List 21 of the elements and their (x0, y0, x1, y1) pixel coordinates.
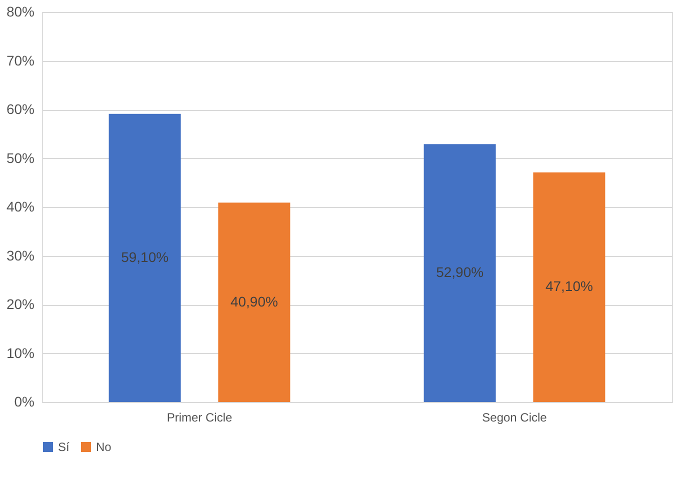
y-tick-label: 10% (6, 344, 34, 361)
data-label: 47,10% (545, 278, 593, 294)
y-tick-label: 30% (6, 247, 34, 264)
y-tick-label: 80% (6, 4, 34, 20)
data-label: 52,90% (436, 264, 484, 280)
y-tick-label: 40% (6, 198, 34, 214)
data-label: 59,10% (121, 248, 169, 265)
bar (218, 202, 290, 402)
bar (108, 114, 181, 402)
y-tick-label: 50% (6, 150, 34, 166)
y-tick-label: 20% (6, 296, 34, 312)
data-label: 40,90% (230, 293, 278, 310)
legend-label: Sí (58, 440, 70, 454)
legend-label: No (96, 440, 112, 454)
y-tick-label: 60% (6, 101, 34, 117)
x-tick-label: Primer Cicle (166, 410, 232, 424)
bar (533, 172, 606, 402)
x-tick-label: Segon Cicle (482, 410, 548, 424)
y-tick-label: 70% (6, 52, 34, 68)
bar (424, 144, 496, 402)
y-tick-label: 0% (14, 394, 34, 410)
